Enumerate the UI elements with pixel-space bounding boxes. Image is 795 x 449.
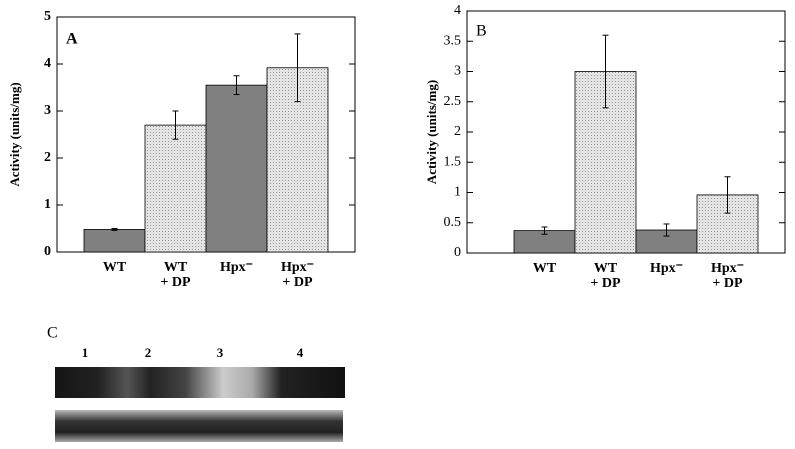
bar bbox=[83, 229, 146, 253]
gel-bottom bbox=[55, 410, 343, 442]
y-tick-label: 3 bbox=[454, 64, 461, 79]
y-tick-label: 2.5 bbox=[444, 94, 462, 109]
x-tick-label: Hpx⁻ bbox=[219, 260, 254, 275]
panel-label: B bbox=[476, 23, 487, 40]
x-tick-label: WT + DP bbox=[590, 261, 621, 291]
y-tick-label: 2 bbox=[454, 124, 461, 139]
x-tick-label: Hpx⁻ bbox=[649, 261, 684, 276]
y-tick-label: 0 bbox=[454, 245, 461, 260]
lane-label: 3 bbox=[217, 345, 224, 360]
y-tick-label: 1 bbox=[454, 185, 461, 200]
y-axis-label: Activity (units/mg) bbox=[424, 80, 439, 184]
x-tick-label: WT bbox=[532, 261, 557, 276]
panel-label: C bbox=[47, 325, 58, 342]
y-tick-label: 1.5 bbox=[444, 154, 462, 169]
y-tick-label: 3.5 bbox=[444, 33, 462, 48]
x-tick-label: WT + DP bbox=[160, 260, 191, 290]
lane-label: 4 bbox=[297, 345, 304, 360]
x-tick-label: Hpx⁻ + DP bbox=[710, 261, 745, 291]
panel-label: A bbox=[66, 31, 78, 48]
bar bbox=[205, 84, 268, 253]
y-tick-label: 1 bbox=[44, 197, 51, 212]
lane-label: 1 bbox=[82, 345, 89, 360]
y-tick-label: 4 bbox=[454, 3, 461, 18]
y-tick-label: 5 bbox=[44, 9, 51, 24]
y-tick-label: 0.5 bbox=[444, 215, 462, 230]
gel-top bbox=[55, 367, 345, 398]
x-tick-label: Hpx⁻ + DP bbox=[280, 260, 315, 290]
y-tick-label: 4 bbox=[44, 56, 51, 71]
y-axis-label: Activity (units/mg) bbox=[7, 82, 22, 186]
y-tick-label: 0 bbox=[44, 244, 51, 259]
y-tick-label: 3 bbox=[44, 103, 51, 118]
y-tick-label: 2 bbox=[44, 150, 51, 165]
bar bbox=[144, 124, 207, 253]
lane-label: 2 bbox=[145, 345, 152, 360]
x-tick-label: WT bbox=[102, 260, 127, 275]
